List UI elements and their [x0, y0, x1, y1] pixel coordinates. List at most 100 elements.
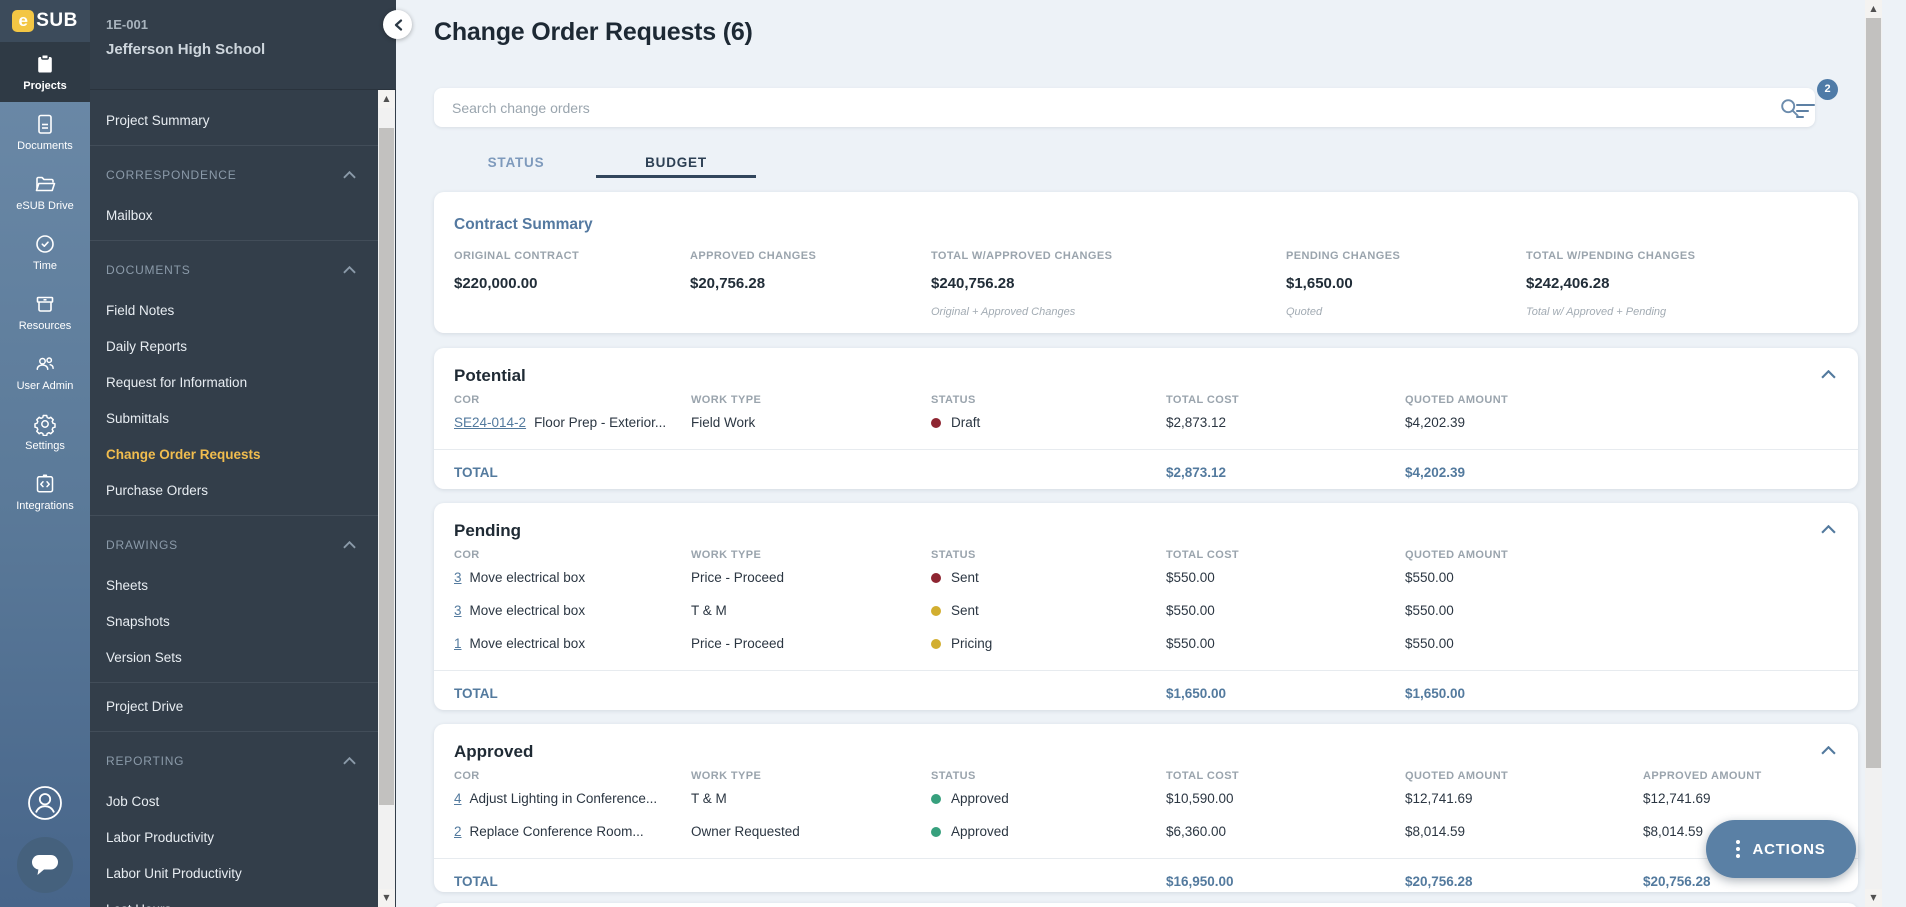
rail-item-time[interactable]: Time — [0, 222, 90, 282]
collapse-chevron-up-icon[interactable] — [1821, 746, 1836, 755]
profile-icon[interactable] — [27, 785, 63, 821]
rail-item-label: eSUB Drive — [16, 200, 74, 212]
esub-logo-text: SUB — [36, 10, 78, 31]
status-label: Sent — [951, 603, 979, 618]
page-scrollbar[interactable]: ▲ ▼ — [1865, 0, 1882, 907]
sidebar-item-project-drive[interactable]: Project Drive — [106, 699, 184, 714]
scroll-up-arrow[interactable]: ▲ — [378, 90, 395, 108]
sidebar-item-labor-unit-productivity[interactable]: Labor Unit Productivity — [106, 866, 242, 881]
clipboard-icon — [33, 52, 57, 76]
filter-badge: 2 — [1817, 79, 1838, 100]
status-dot — [931, 826, 941, 837]
sidebar-section-drawings[interactable]: DRAWINGS — [90, 522, 378, 568]
esub-logo[interactable]: e SUB — [0, 0, 90, 42]
rail-item-resources[interactable]: Resources — [0, 282, 90, 342]
sidebar-section-correspondence[interactable]: CORRESPONDENCE — [90, 152, 378, 198]
chevron-up-icon — [343, 757, 356, 765]
total-label: TOTAL — [454, 873, 498, 889]
rail-item-settings[interactable]: Settings — [0, 402, 90, 462]
collapse-chevron-up-icon[interactable] — [1821, 525, 1836, 534]
section-total-row: TOTAL $16,950.00 $20,756.28 $20,756.28 — [454, 867, 1838, 895]
cor-link[interactable]: 1 — [454, 636, 462, 651]
metric-original-contract: ORIGINAL CONTRACT $220,000.00 — [454, 250, 690, 319]
cor-description: Move electrical box — [469, 636, 586, 651]
filter-icon — [1796, 104, 1815, 119]
project-code: 1E-001 — [106, 17, 148, 32]
rail-item-label: Projects — [23, 80, 67, 92]
rail-item-esub-drive[interactable]: eSUB Drive — [0, 162, 90, 222]
metric-pending-changes: PENDING CHANGES $1,650.00 Quoted — [1286, 250, 1526, 319]
sidebar-item-labor-productivity[interactable]: Labor Productivity — [106, 830, 215, 845]
rail-item-documents[interactable]: Documents — [0, 102, 90, 162]
column-header: TOTAL COST — [1166, 770, 1240, 782]
table-row: SE24-014-2 Floor Prep - Exterior... Fiel… — [454, 406, 1838, 439]
status-dot — [931, 572, 941, 583]
column-header: QUOTED AMOUNT — [1405, 394, 1509, 406]
cor-link[interactable]: 2 — [454, 824, 462, 839]
scroll-down-arrow[interactable]: ▼ — [1865, 889, 1882, 907]
work-type-cell: Owner Requested — [691, 824, 800, 839]
sidebar-item-daily-reports[interactable]: Daily Reports — [106, 339, 188, 354]
icon-rail: e SUB Projects Documents eSUB Drive — [0, 0, 90, 907]
cor-link[interactable]: 4 — [454, 791, 462, 806]
actions-button[interactable]: ACTIONS — [1706, 820, 1856, 878]
rail-item-projects[interactable]: Projects — [0, 42, 90, 102]
scrollbar-thumb[interactable] — [1866, 18, 1881, 768]
sidebar-item-sheets[interactable]: Sheets — [106, 578, 149, 593]
search-input[interactable] — [452, 99, 1779, 116]
sidebar-item-lost-hours[interactable]: Lost Hours — [90, 892, 378, 907]
rail-item-user-admin[interactable]: User Admin — [0, 342, 90, 402]
sidebar-item-change-order-requests[interactable]: Change Order Requests — [106, 447, 261, 462]
sidebar-item-job-cost[interactable]: Job Cost — [106, 794, 160, 809]
chevron-left-icon — [394, 18, 402, 31]
sidebar-section-reporting[interactable]: REPORTING — [90, 738, 378, 784]
sidebar-collapse-button[interactable] — [383, 10, 412, 39]
chevron-up-icon — [343, 266, 356, 274]
scroll-up-arrow[interactable]: ▲ — [1865, 0, 1882, 18]
project-header: 1E-001 Jefferson High School — [90, 0, 396, 90]
sidebar-item-snapshots[interactable]: Snapshots — [106, 614, 170, 629]
quoted-amount-cell: $550.00 — [1405, 570, 1454, 585]
sidebar-item-field-notes[interactable]: Field Notes — [106, 303, 175, 318]
chat-bubble-icon — [30, 852, 60, 878]
divider — [434, 670, 1858, 671]
sidebar-scrollbar[interactable]: ▲ ▼ — [378, 90, 395, 907]
metric-note: Original + Approved Changes — [931, 306, 1076, 318]
status-dot — [931, 638, 941, 649]
scroll-down-arrow[interactable]: ▼ — [378, 889, 395, 907]
divider — [90, 731, 378, 732]
section-label: DRAWINGS — [106, 538, 178, 552]
column-header: TOTAL COST — [1166, 394, 1240, 406]
sidebar-item-mailbox[interactable]: Mailbox — [106, 208, 153, 223]
tab-budget[interactable]: BUDGET — [596, 147, 756, 178]
total-cost-sum: $1,650.00 — [1166, 685, 1227, 701]
scrollbar-thumb[interactable] — [379, 128, 394, 805]
quoted-amount-cell: $8,014.59 — [1405, 824, 1466, 839]
sidebar-item-submittals[interactable]: Submittals — [106, 411, 170, 426]
sidebar-item-purchase-orders[interactable]: Purchase Orders — [106, 483, 209, 498]
column-header: APPROVED AMOUNT — [1643, 770, 1762, 782]
rail-item-integrations[interactable]: Integrations — [0, 462, 90, 522]
filter-control[interactable]: 2 — [1794, 79, 1838, 129]
sidebar-item-version-sets[interactable]: Version Sets — [106, 650, 182, 665]
collapse-chevron-up-icon[interactable] — [1821, 370, 1836, 379]
total-cost-cell: $550.00 — [1166, 603, 1215, 618]
metric-label: TOTAL W/PENDING CHANGES — [1526, 250, 1696, 262]
status-label: Pricing — [951, 636, 993, 651]
sidebar-item-request-for-information[interactable]: Request for Information — [106, 375, 248, 390]
sidebar-section-documents[interactable]: DOCUMENTS — [90, 247, 378, 293]
quoted-sum: $20,756.28 — [1405, 873, 1473, 889]
column-header: COR — [454, 394, 480, 406]
tab-status[interactable]: STATUS — [487, 155, 545, 170]
code-box-icon — [33, 472, 57, 496]
tab-bar: STATUS BUDGET — [436, 147, 756, 178]
metric-label: PENDING CHANGES — [1286, 250, 1401, 262]
sidebar-item-project-summary[interactable]: Project Summary — [106, 113, 210, 128]
cor-link[interactable]: SE24-014-2 — [454, 415, 527, 430]
work-type-cell: T & M — [691, 603, 727, 618]
metric-total-approved: TOTAL W/APPROVED CHANGES $240,756.28 Ori… — [931, 250, 1286, 319]
chat-launcher-button[interactable] — [17, 837, 73, 893]
status-dot — [931, 793, 941, 804]
cor-link[interactable]: 3 — [454, 603, 462, 618]
cor-link[interactable]: 3 — [454, 570, 462, 585]
